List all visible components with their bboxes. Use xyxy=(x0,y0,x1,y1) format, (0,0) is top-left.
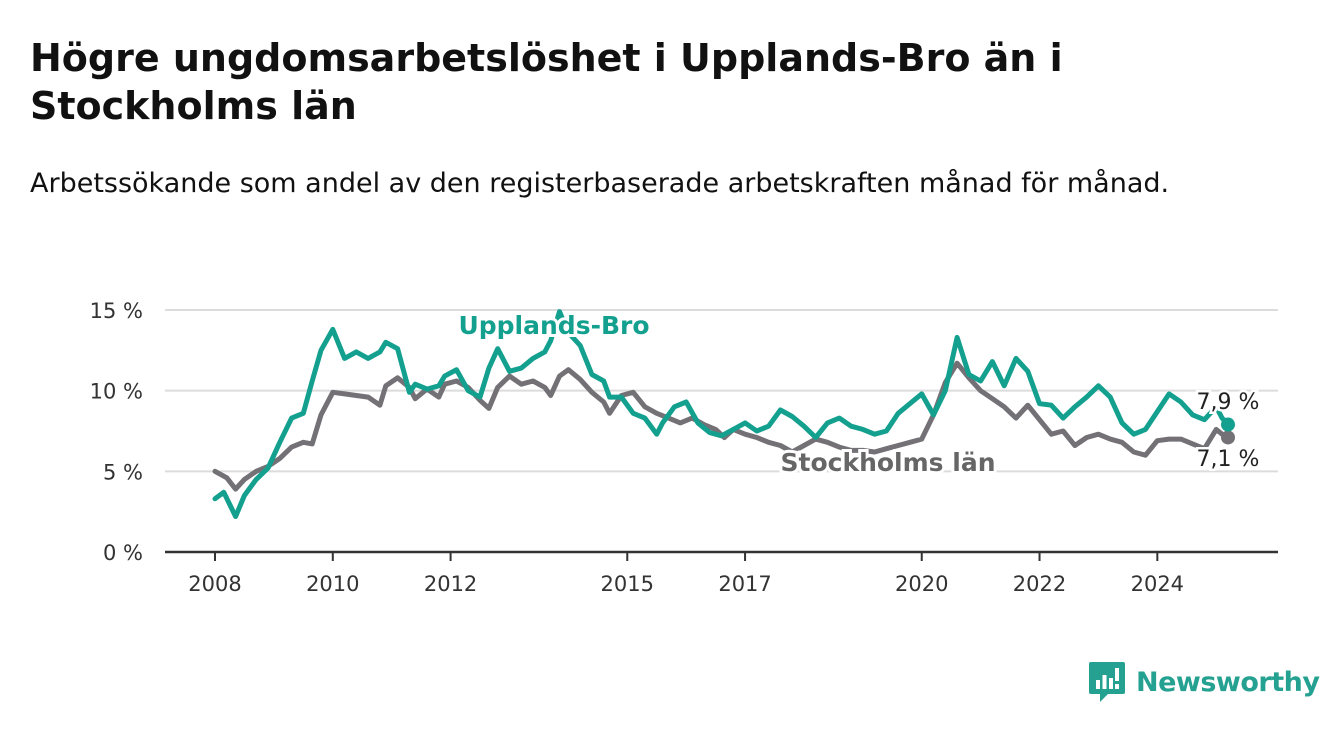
x-tick-label: 2008 xyxy=(188,572,241,596)
x-tick-label: 2020 xyxy=(895,572,948,596)
series-label-upplands-bro: Upplands-Bro xyxy=(458,311,649,340)
end-value-upplands-bro: 7,9 % xyxy=(1197,390,1260,415)
y-tick-label: 15 % xyxy=(90,299,143,323)
brand-name: Newsworthy xyxy=(1136,666,1320,698)
series-line-upplands-bro xyxy=(212,309,1231,519)
series-labels: Upplands-Bro Stockholms län 7,9 % 7,1 % xyxy=(455,308,1261,480)
newsworthy-logo: Newsworthy xyxy=(1088,660,1320,704)
y-tick-label: 10 % xyxy=(90,380,143,404)
newsworthy-logo-icon xyxy=(1089,662,1125,702)
x-tick-label: 2015 xyxy=(601,572,654,596)
y-tick-label: 0 % xyxy=(103,541,143,565)
chart-subtitle: Arbetssökande som andel av den registerb… xyxy=(30,168,1170,199)
x-tick-label: 2012 xyxy=(424,572,477,596)
x-tick-label: 2024 xyxy=(1131,572,1184,596)
x-tick-label: 2022 xyxy=(1013,572,1066,596)
x-axis: 2008 2010 2012 2015 2017 2020 2022 2024 xyxy=(165,550,1278,596)
y-tick-label: 5 % xyxy=(103,460,143,484)
chart-title: Högre ungdomsarbetslöshet i Upplands-Bro… xyxy=(30,36,1063,128)
series-lines xyxy=(212,309,1235,519)
end-point-stockholms-l-n xyxy=(1221,430,1235,445)
x-tick-label: 2017 xyxy=(718,572,771,596)
y-axis: 0 % 5 % 10 % 15 % xyxy=(90,299,143,565)
series-label-stockholms-lan: Stockholms län xyxy=(781,448,996,477)
end-value-stockholms-lan: 7,1 % xyxy=(1197,447,1260,472)
end-point-upplands-bro xyxy=(1221,417,1235,432)
x-tick-label: 2010 xyxy=(306,572,359,596)
series-line-stockholms-l-n xyxy=(212,360,1231,492)
